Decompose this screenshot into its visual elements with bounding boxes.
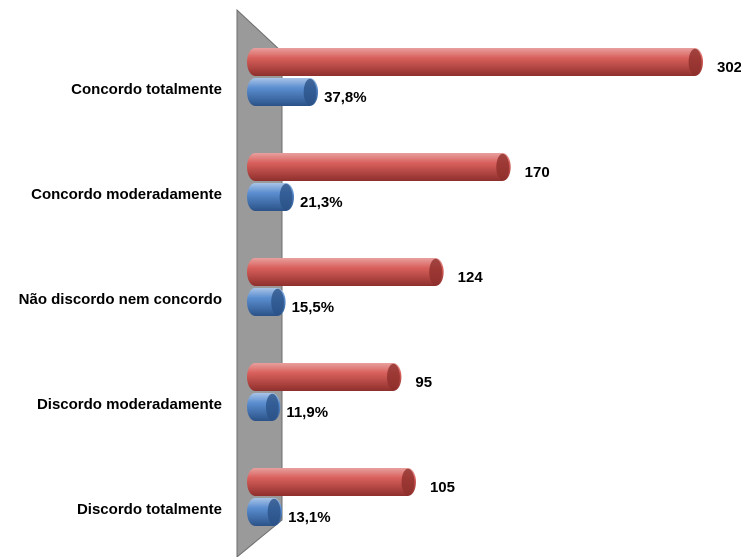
value-label: 105 [430,479,455,496]
bar [247,48,703,76]
value-label: 37,8% [324,89,367,106]
bar-cap [401,468,415,496]
bar [247,153,511,181]
value-label: 170 [525,164,550,181]
bar-cap [688,48,702,76]
bar [247,78,319,106]
value-label: 13,1% [288,509,331,526]
value-label: 15,5% [292,299,335,316]
bar-cap [303,78,317,106]
category-label: Discordo moderadamente [37,396,222,413]
category-label: Concordo totalmente [71,81,222,98]
value-label: 21,3% [300,194,343,211]
bar-cap [279,183,293,211]
bar-cap [267,498,281,526]
bar-cap [387,363,400,391]
bar [247,258,444,286]
bar [247,468,416,496]
value-label: 95 [415,374,432,391]
bar-cap [271,288,284,316]
category-label: Concordo moderadamente [31,186,222,203]
value-label: 11,9% [286,404,328,421]
category-label: Discordo totalmente [77,501,222,518]
bar-cap [265,393,279,421]
value-label: 302 [717,59,741,76]
category-label: Não discordo nem concordo [19,291,222,308]
value-label: 124 [458,269,484,286]
bar [247,363,402,391]
bar-cap [429,258,443,286]
bar-cap [496,153,510,181]
